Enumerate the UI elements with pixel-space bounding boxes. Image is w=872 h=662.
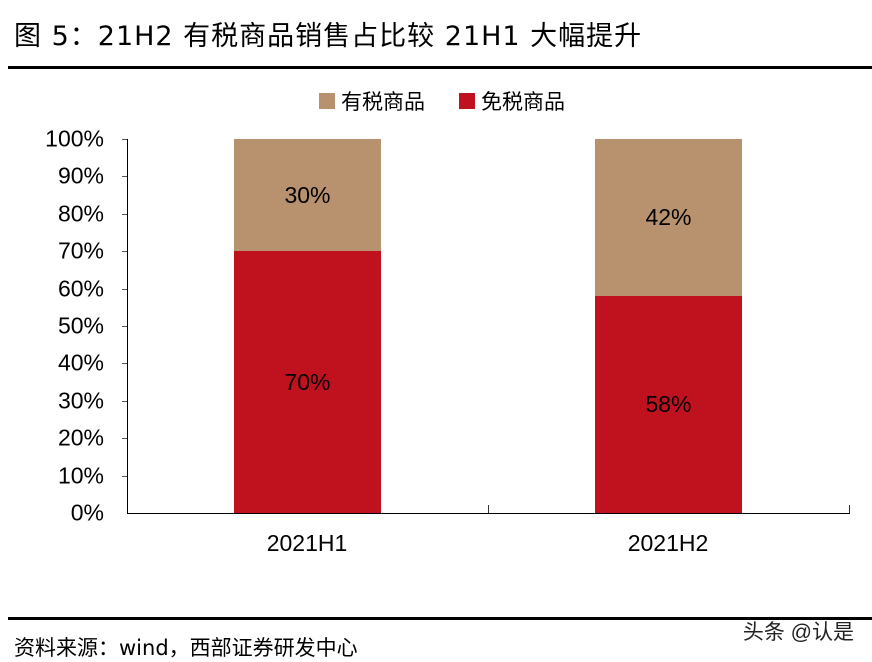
ytick-mark: [122, 326, 127, 327]
x-label-2021h2: 2021H2: [627, 530, 709, 556]
duty-free-swatch-icon: [459, 93, 475, 109]
y-axis-line: [127, 139, 128, 513]
bar-2021h2: 42% 58%: [595, 139, 742, 513]
ytick-mark: [122, 438, 127, 439]
ytick-mark: [122, 214, 127, 215]
legend-label-duty-free: 免税商品: [481, 90, 565, 114]
ytick-label: 80%: [57, 200, 104, 227]
footer-divider: [8, 617, 872, 620]
title-divider: [8, 66, 872, 69]
data-label: 70%: [284, 368, 331, 395]
ytick-mark: [122, 176, 127, 177]
source-note: 资料来源：wind，西部证券研发中心: [14, 636, 358, 660]
ytick-mark: [122, 289, 127, 290]
legend-item-taxed: 有税商品: [319, 86, 425, 116]
ytick-mark: [122, 139, 127, 140]
data-label: 42%: [645, 204, 692, 230]
x-axis-line: [127, 513, 850, 514]
bar-2021h1: 30% 70%: [234, 139, 381, 513]
xtick-mark: [488, 505, 489, 513]
ytick-mark: [122, 251, 127, 252]
xtick-mark: [849, 505, 850, 513]
bar-segment-duty-free: 58%: [595, 296, 742, 513]
taxed-swatch-icon: [319, 93, 335, 109]
bar-segment-taxed: 42%: [595, 139, 742, 296]
ytick-label: 40%: [57, 349, 104, 376]
ytick-label: 50%: [57, 312, 104, 339]
ytick-label: 70%: [57, 237, 104, 264]
x-label-2021h1: 2021H1: [266, 530, 348, 556]
watermark: 头条 @认是: [742, 621, 854, 644]
bar-segment-taxed: 30%: [234, 139, 381, 251]
legend-item-duty-free: 免税商品: [459, 86, 565, 116]
ytick-label: 30%: [57, 387, 104, 414]
ytick-mark: [122, 363, 127, 364]
ytick-label: 10%: [57, 462, 104, 489]
ytick-label: 0%: [70, 499, 104, 526]
chart-title: 图 5：21H2 有税商品销售占比较 21H1 大幅提升: [14, 21, 643, 52]
ytick-label: 90%: [57, 162, 104, 189]
bar-segment-duty-free: 70%: [234, 251, 381, 513]
ytick-label: 100%: [45, 125, 104, 152]
ytick-mark: [122, 476, 127, 477]
ytick-label: 60%: [57, 275, 104, 302]
data-label: 58%: [645, 391, 692, 417]
ytick-mark: [122, 401, 127, 402]
ytick-label: 20%: [57, 424, 104, 451]
data-label: 30%: [284, 181, 331, 208]
legend: 有税商品 免税商品: [0, 86, 872, 116]
legend-label-taxed: 有税商品: [341, 90, 425, 114]
